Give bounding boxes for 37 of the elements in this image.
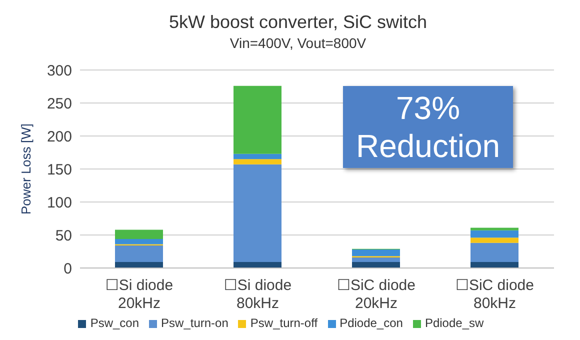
legend-label: Psw_con	[90, 316, 140, 330]
chart-title: 5kW boost converter, SiC switch	[168, 12, 428, 33]
y-tick-label: 200	[46, 128, 72, 146]
legend-label: Psw_turn-off	[250, 316, 318, 330]
x-tick-label: ☐Si diode 80kHz	[224, 277, 292, 312]
bar	[470, 228, 518, 230]
y-tick-label: 250	[46, 95, 72, 112]
bar	[352, 257, 400, 262]
bar	[234, 262, 282, 268]
legend-label: Pdiode_con	[340, 316, 403, 330]
bar	[234, 154, 282, 160]
x-tick-label: ☐SiC diode 80kHz	[456, 277, 534, 312]
bar	[115, 238, 163, 244]
y-tick-label: 100	[46, 194, 72, 212]
chart-subtitle: Vin=400V, Vout=800V	[228, 35, 368, 51]
bar	[470, 262, 518, 268]
legend-label: Pdiode_sw	[424, 316, 484, 330]
x-tick-label: ☐Si diode 20kHz	[105, 277, 174, 312]
bar	[234, 86, 282, 154]
y-tick-label: 0	[64, 260, 72, 278]
bar	[470, 242, 518, 262]
bar	[115, 230, 163, 239]
bar	[115, 262, 163, 268]
y-tick-label: 300	[46, 62, 72, 80]
y-axis-title: Power Loss [W]	[18, 123, 34, 215]
bar	[234, 164, 282, 262]
bar	[352, 262, 400, 268]
callout-box: 73% Reduction	[343, 86, 513, 168]
bar	[234, 159, 282, 164]
bar	[352, 250, 400, 256]
x-tick-label: ☐SiC diode 20kHz	[337, 277, 416, 312]
y-tick-label: 150	[46, 161, 72, 178]
y-tick-label: 50	[55, 227, 72, 244]
bar	[470, 230, 518, 238]
legend-label: Psw_turn-on	[161, 316, 228, 330]
bar	[470, 238, 518, 243]
bar	[115, 246, 163, 262]
